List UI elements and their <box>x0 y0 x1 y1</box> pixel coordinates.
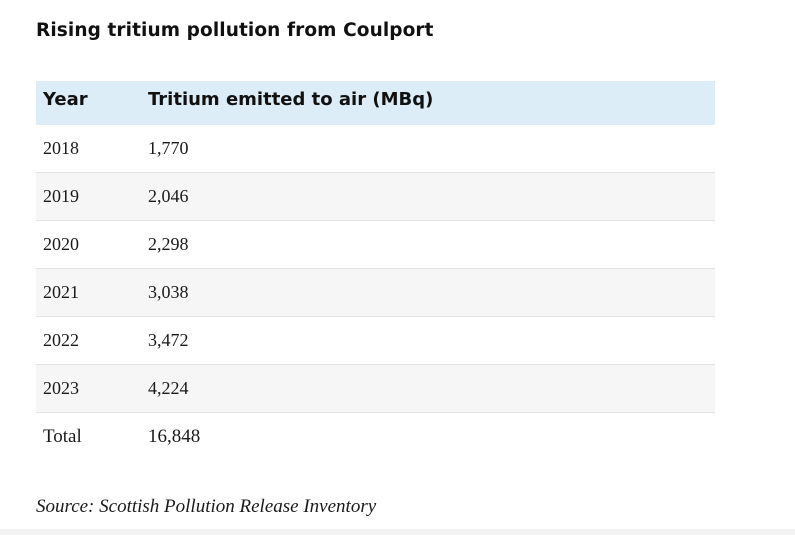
tritium-value-cell: 2,298 <box>148 234 189 254</box>
year-cell: 2019 <box>43 186 79 206</box>
table-total-row: Total 16,848 <box>36 413 715 461</box>
table-row: 2023 4,224 <box>36 365 715 413</box>
tritium-value-cell: 3,038 <box>148 282 189 302</box>
table-header-row: Year Tritium emitted to air (MBq) <box>36 81 715 125</box>
tritium-value-cell: 2,046 <box>148 186 189 206</box>
tritium-value-cell: 1,770 <box>148 138 189 158</box>
column-header-tritium: Tritium emitted to air (MBq) <box>148 89 434 110</box>
source-caption: Source: Scottish Pollution Release Inven… <box>36 496 377 517</box>
table-row: 2018 1,770 <box>36 125 715 173</box>
page-bottom-edge <box>0 529 795 535</box>
table-row: 2022 3,472 <box>36 317 715 365</box>
year-cell: 2020 <box>43 234 79 254</box>
table-title: Rising tritium pollution from Coulport <box>36 20 434 41</box>
year-cell: 2023 <box>43 378 79 398</box>
tritium-value-cell: 3,472 <box>148 330 189 350</box>
total-label-cell: Total <box>43 426 82 447</box>
total-value-cell: 16,848 <box>148 426 201 447</box>
tritium-table: Year Tritium emitted to air (MBq) 2018 1… <box>36 81 715 461</box>
table-row: 2019 2,046 <box>36 173 715 221</box>
tritium-value-cell: 4,224 <box>148 378 189 398</box>
year-cell: 2018 <box>43 138 79 158</box>
table-row: 2021 3,038 <box>36 269 715 317</box>
year-cell: 2022 <box>43 330 79 350</box>
column-header-year: Year <box>43 89 88 110</box>
table-row: 2020 2,298 <box>36 221 715 269</box>
year-cell: 2021 <box>43 282 79 302</box>
